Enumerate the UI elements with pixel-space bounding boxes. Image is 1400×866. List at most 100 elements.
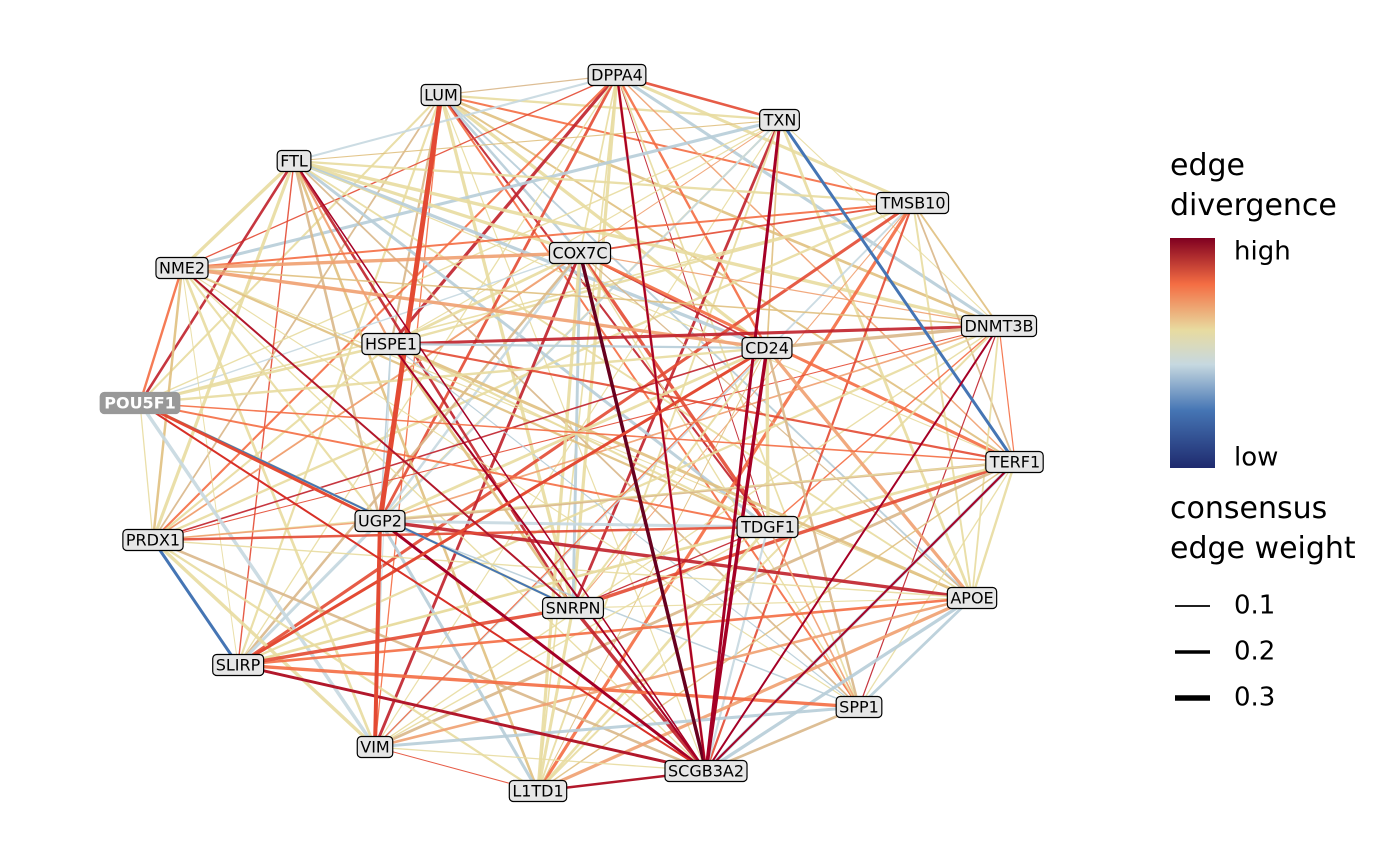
edge	[704, 526, 770, 772]
node-box	[420, 83, 462, 107]
node: FTL	[276, 149, 312, 173]
edge	[151, 539, 240, 666]
node-label: APOE	[950, 589, 993, 608]
edge	[374, 596, 973, 749]
edge	[139, 401, 381, 523]
edge	[152, 252, 581, 541]
edge	[858, 596, 973, 709]
edge	[572, 526, 769, 609]
edge	[440, 94, 914, 204]
edge	[765, 346, 974, 600]
edge	[579, 202, 914, 254]
edge	[292, 160, 382, 522]
edge	[379, 346, 768, 523]
edge	[440, 94, 581, 254]
node: UGP2	[354, 509, 406, 533]
edge	[537, 461, 1016, 792]
edge	[374, 705, 860, 749]
node-label: PRDX1	[126, 531, 180, 550]
edge	[572, 597, 973, 609]
edge	[536, 202, 915, 792]
edge	[152, 539, 973, 599]
edge	[571, 252, 582, 609]
edge	[139, 94, 442, 404]
edge	[139, 119, 781, 404]
node-box	[122, 528, 184, 552]
edge	[766, 324, 1000, 350]
nodes: LUM DPPA4 TXN FTL TMSB10 COX7C NME2 DNMT3B HSPE1…	[99, 63, 1044, 803]
edges	[138, 73, 1017, 793]
node-box	[759, 108, 800, 132]
legend: edge divergence high low consensus edge …	[1170, 148, 1356, 713]
node-box	[587, 63, 647, 87]
node: LUM	[420, 83, 462, 107]
node-box	[155, 256, 209, 280]
node: TXN	[759, 108, 800, 132]
node-label: L1TD1	[512, 782, 563, 801]
edge	[858, 325, 1000, 708]
node-label: SPP1	[839, 698, 879, 717]
node: PRDX1	[122, 528, 184, 552]
edge	[579, 252, 1000, 327]
edge	[180, 159, 296, 270]
edge	[181, 251, 581, 270]
edge	[139, 202, 914, 404]
edge	[440, 94, 769, 528]
edge	[139, 402, 1016, 463]
legend-label: high	[1234, 237, 1291, 267]
node-label: DNMT3B	[964, 317, 1033, 336]
edge	[779, 119, 1000, 327]
legend-label: 0.2	[1234, 637, 1275, 667]
node-label: SLIRP	[216, 656, 261, 675]
node-box	[276, 149, 312, 173]
node: TERF1	[985, 450, 1044, 474]
node-box	[541, 596, 605, 620]
edge	[390, 342, 768, 350]
edge	[181, 267, 860, 708]
edge	[778, 119, 974, 599]
edge	[390, 342, 1016, 464]
legend-title: edge	[1170, 148, 1245, 183]
edge	[237, 663, 860, 709]
node-box	[960, 314, 1038, 338]
edge	[293, 73, 618, 163]
edge	[858, 461, 1016, 708]
edge	[970, 461, 1017, 599]
edge	[379, 519, 769, 529]
edge	[767, 526, 860, 708]
node: CD24	[741, 336, 793, 360]
node: L1TD1	[508, 779, 568, 803]
edge	[237, 160, 295, 666]
node-label: TERF1	[989, 453, 1040, 472]
node: DPPA4	[587, 63, 647, 87]
edge	[152, 461, 1016, 541]
edge	[139, 402, 769, 528]
edge	[139, 252, 581, 404]
legend-label: 0.3	[1234, 683, 1275, 713]
weight-legend: 0.1 0.2 0.3	[1175, 591, 1275, 713]
edge	[578, 252, 708, 772]
edge	[705, 325, 1000, 772]
edge	[537, 119, 781, 792]
edge	[373, 252, 582, 748]
edge	[152, 539, 539, 792]
edge	[379, 325, 1000, 522]
node-label: TXN	[763, 111, 797, 130]
edge	[579, 251, 1016, 464]
edge	[138, 402, 377, 748]
edge	[237, 596, 973, 667]
edge	[390, 251, 581, 346]
node-label: FTL	[280, 152, 308, 171]
edge	[138, 267, 184, 404]
node: SPP1	[835, 695, 883, 719]
node-label: VIM	[360, 738, 389, 757]
node: POU5F1	[99, 391, 181, 415]
edge	[151, 160, 296, 541]
node-box	[741, 336, 793, 360]
node-label: COX7C	[552, 244, 607, 263]
edge	[237, 606, 574, 667]
edge	[237, 324, 1000, 667]
node: VIM	[356, 735, 394, 759]
node-box	[99, 391, 181, 415]
edge	[571, 606, 708, 773]
